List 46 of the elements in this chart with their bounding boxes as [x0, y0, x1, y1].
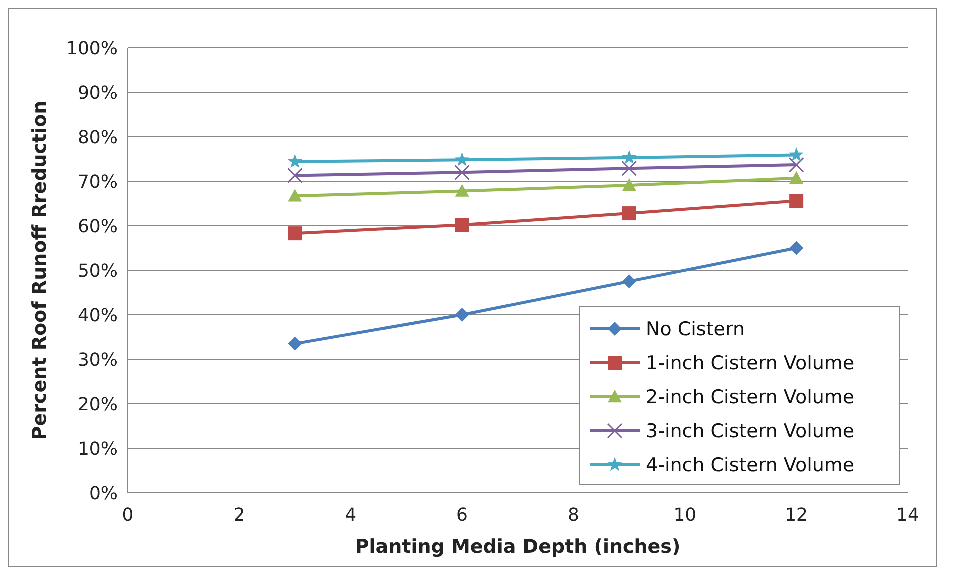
x-tick-label: 12 — [785, 505, 808, 526]
point — [790, 171, 804, 184]
y-tick-label: 100% — [66, 38, 118, 60]
x-tick-label: 4 — [345, 505, 357, 526]
x-tick-label: 6 — [456, 505, 468, 526]
point — [790, 194, 804, 208]
y-tick-label: 90% — [78, 82, 118, 104]
x-tick-label: 2 — [234, 505, 246, 526]
y-tick-label: 10% — [78, 438, 118, 460]
x-tick-label: 10 — [674, 505, 697, 526]
point — [622, 274, 636, 289]
point — [288, 189, 302, 202]
point — [622, 150, 637, 164]
y-tick-label: 80% — [78, 127, 118, 148]
legend-label: 4-inch Cistern Volume — [646, 454, 855, 477]
point — [622, 178, 636, 192]
legend-label: No Cistern — [646, 318, 745, 341]
point — [454, 164, 470, 180]
point — [288, 336, 302, 351]
legend-label: 3-inch Cistern Volume — [646, 420, 855, 443]
point — [454, 152, 470, 166]
legend-label: 2-inch Cistern Volume — [646, 386, 855, 409]
x-tick-label: 14 — [896, 505, 920, 526]
point — [622, 160, 638, 176]
point — [455, 308, 470, 322]
x-axis-title: Planting Media Depth (inches) — [355, 536, 681, 558]
point — [288, 226, 302, 241]
point — [788, 157, 804, 173]
point — [455, 184, 470, 197]
point — [622, 206, 636, 221]
y-axis-title: Percent Roof Runoff Rreduction — [29, 100, 51, 440]
point — [455, 218, 470, 232]
x-tick-label: 8 — [568, 505, 580, 526]
y-tick-label: 60% — [78, 216, 118, 238]
y-tick-label: 30% — [78, 350, 118, 371]
point — [288, 154, 302, 168]
x-tick-label: 0 — [122, 505, 134, 526]
point — [287, 168, 303, 184]
point — [789, 148, 804, 162]
legend-label: 1-inch Cistern Volume — [646, 352, 855, 375]
y-tick-label: 50% — [78, 260, 118, 282]
y-tick-label: 70% — [78, 172, 118, 193]
y-tick-label: 40% — [78, 305, 118, 326]
point — [790, 241, 804, 256]
y-tick-label: 20% — [78, 394, 118, 416]
y-tick-label: 0% — [89, 483, 118, 504]
